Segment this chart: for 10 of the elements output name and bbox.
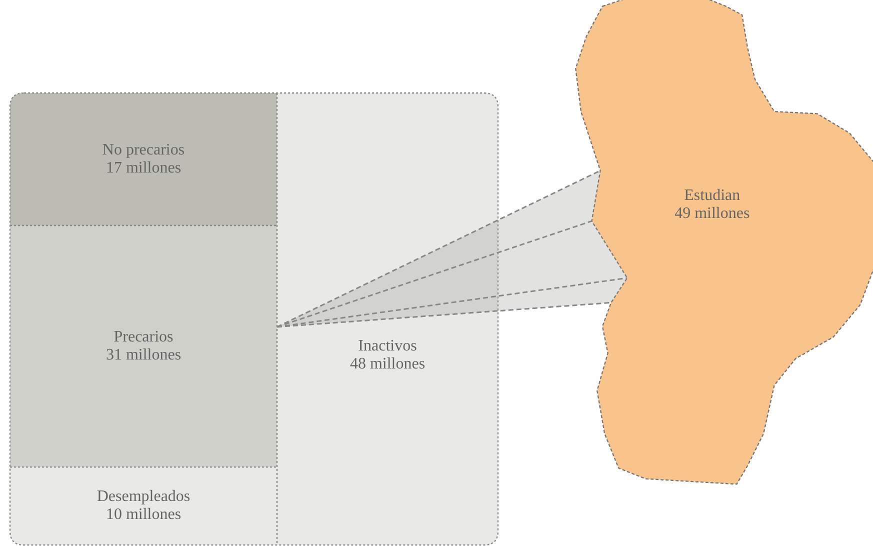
category-label: No precarios xyxy=(102,141,185,158)
data-label: 48 millones xyxy=(350,355,426,372)
data-label: 31 millones xyxy=(106,346,182,364)
data-label: 49 millones xyxy=(674,204,750,222)
data-label: 17 millones xyxy=(106,159,182,176)
category-label: Desempleados xyxy=(96,488,190,506)
category-label: Estudian xyxy=(684,186,740,204)
category-label: Inactivos xyxy=(358,337,417,354)
category-label: Precarios xyxy=(114,328,174,346)
data-label: 10 millones xyxy=(106,506,182,524)
